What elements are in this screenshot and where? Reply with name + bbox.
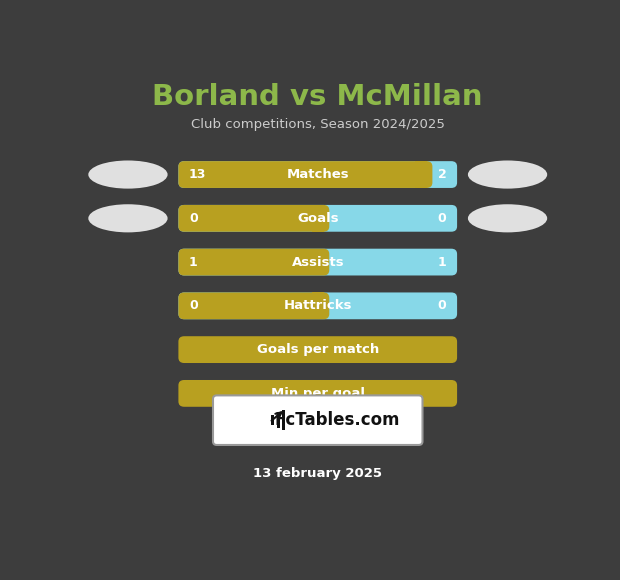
FancyBboxPatch shape xyxy=(312,292,324,319)
FancyBboxPatch shape xyxy=(179,161,457,188)
Text: Hattricks: Hattricks xyxy=(283,299,352,313)
FancyBboxPatch shape xyxy=(179,380,457,407)
Ellipse shape xyxy=(88,204,167,233)
Text: Goals per match: Goals per match xyxy=(257,343,379,356)
Text: FcTables.com: FcTables.com xyxy=(274,411,400,429)
FancyBboxPatch shape xyxy=(179,249,457,276)
FancyBboxPatch shape xyxy=(282,410,285,430)
FancyBboxPatch shape xyxy=(312,249,324,276)
Text: 1: 1 xyxy=(189,256,198,269)
Ellipse shape xyxy=(88,161,167,189)
Text: Borland vs McMillan: Borland vs McMillan xyxy=(153,84,483,111)
FancyBboxPatch shape xyxy=(179,336,457,363)
Text: 13: 13 xyxy=(189,168,206,181)
Text: Goals: Goals xyxy=(297,212,339,225)
Ellipse shape xyxy=(468,161,547,189)
Text: 0: 0 xyxy=(189,212,198,225)
Text: 13 february 2025: 13 february 2025 xyxy=(253,467,383,480)
FancyBboxPatch shape xyxy=(179,249,329,276)
FancyBboxPatch shape xyxy=(213,396,422,445)
Text: Min per goal: Min per goal xyxy=(271,387,365,400)
Ellipse shape xyxy=(468,204,547,233)
Text: Club competitions, Season 2024/2025: Club competitions, Season 2024/2025 xyxy=(191,118,445,130)
FancyBboxPatch shape xyxy=(179,292,329,319)
FancyBboxPatch shape xyxy=(271,415,274,425)
FancyBboxPatch shape xyxy=(179,205,457,232)
FancyBboxPatch shape xyxy=(179,205,329,232)
Text: Matches: Matches xyxy=(286,168,349,181)
Text: 0: 0 xyxy=(438,212,446,225)
FancyBboxPatch shape xyxy=(312,205,324,232)
Text: Assists: Assists xyxy=(291,256,344,269)
Text: 0: 0 xyxy=(438,299,446,313)
FancyBboxPatch shape xyxy=(277,412,280,428)
FancyBboxPatch shape xyxy=(415,161,427,188)
Text: 2: 2 xyxy=(438,168,446,181)
Text: 0: 0 xyxy=(189,299,198,313)
Text: 1: 1 xyxy=(438,256,446,269)
FancyBboxPatch shape xyxy=(179,161,432,188)
FancyBboxPatch shape xyxy=(179,292,457,319)
